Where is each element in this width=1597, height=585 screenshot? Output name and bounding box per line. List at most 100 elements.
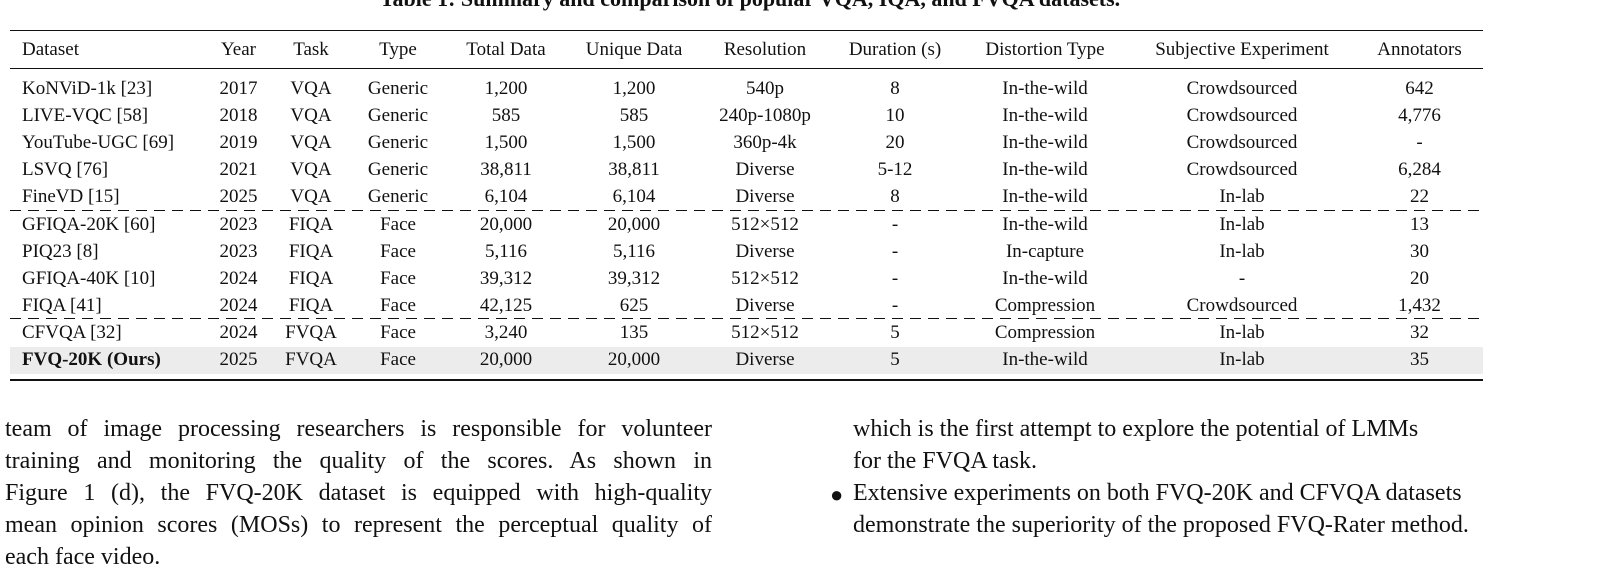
table-cell: 642 (1405, 77, 1434, 99)
table-cell: 512×512 (731, 322, 799, 344)
header-cell: Unique Data (585, 38, 683, 60)
table-cell: 2019 (219, 131, 258, 153)
table-row: LIVE-VQC [58] 2018 VQA Generic 585 585 240p-10… (10, 102, 1483, 129)
table-cell: 20,000 (607, 349, 661, 371)
table-cell: 20 (1410, 267, 1429, 289)
table-cell: 5,116 (612, 240, 656, 262)
table-cell: 2023 (219, 213, 258, 235)
table-cell: 1,500 (612, 131, 656, 153)
table-cell: Crowdsourced (1186, 159, 1298, 181)
table-cell: 3,240 (484, 322, 528, 344)
table-cell: 39,312 (479, 267, 533, 289)
table-cell: Face (380, 213, 416, 235)
table-cell: 2024 (219, 267, 258, 289)
table-cell: 8 (890, 186, 900, 208)
table-cell: Generic (367, 77, 429, 99)
table-cell: Generic (367, 131, 429, 153)
header-cell: Total Data (466, 38, 546, 60)
header-cell: Annotators (1377, 38, 1462, 60)
table-cell: In-capture (1005, 240, 1085, 262)
table-cell: 10 (885, 104, 905, 126)
table-cell: YouTube-UGC [69] (22, 131, 175, 153)
table-cell: Diverse (735, 295, 795, 317)
table-cell: 1,432 (1398, 295, 1441, 317)
table-row: KoNViD-1k [23] 2017 VQA Generic 1,200 1,200 54… (10, 75, 1483, 102)
table-cell: CFVQA [32] (22, 322, 122, 344)
table-cell: Crowdsourced (1186, 77, 1298, 99)
table-row: LSVQ [76] 2021 VQA Generic 38,811 38,811 Diver… (10, 157, 1483, 184)
text-line: training and monitoring the quality of t… (5, 448, 712, 474)
table-cell: FVQA (285, 322, 337, 344)
text-line: demonstrate the superiority of the propo… (853, 512, 1469, 538)
table-cell: Face (380, 349, 416, 371)
table-cell: VQA (290, 131, 332, 153)
table-cell: In-the-wild (1002, 186, 1088, 208)
table-cell: In-the-wild (1002, 267, 1088, 289)
table-cell: 2018 (219, 104, 258, 126)
table-cell: Diverse (735, 349, 795, 371)
table-cell: In-lab (1219, 322, 1265, 344)
header-row: Dataset Year Task Type Total Data Unique Data… (10, 31, 1483, 69)
table-cell: 5 (890, 349, 900, 371)
table-cell: 4,776 (1398, 104, 1441, 126)
table-row: FineVD [15] 2025 VQA Generic 6,104 6,104 Diver… (10, 183, 1483, 211)
table-caption: Table 1: Summary and comparison of popul… (0, 0, 1500, 12)
table-cell: 360p-4k (733, 131, 797, 153)
table-cell: In-lab (1219, 186, 1265, 208)
table-cell: - (891, 240, 899, 262)
table-cell: Generic (367, 159, 429, 181)
table-cell: FIQA [41] (22, 295, 102, 317)
table-cell: Diverse (735, 159, 795, 181)
table-cell: 38,811 (608, 159, 660, 181)
table-row: GFIQA-40K [10] 2024 FIQA Face 39,312 39,312 51… (10, 265, 1483, 292)
table-row: GFIQA-20K [60] 2023 FIQA Face 20,000 20,000 51… (10, 211, 1483, 238)
table-cell: GFIQA-20K [60] (22, 213, 156, 235)
header-cell: Distortion Type (985, 38, 1105, 60)
table-cell: 35 (1410, 349, 1429, 371)
table-cell: In-the-wild (1002, 159, 1088, 181)
table-cell: Face (380, 267, 416, 289)
table-cell: 2024 (219, 295, 258, 317)
text-line: Extensive experiments on both FVQ-20K an… (853, 480, 1462, 506)
table-cell: Crowdsourced (1186, 131, 1298, 153)
table-cell: 20,000 (479, 349, 533, 371)
table-cell: 540p (746, 77, 784, 99)
table-cell: 30 (1410, 240, 1429, 262)
text-line: Figure 1 (d), the FVQ-20K dataset is equ… (5, 480, 712, 506)
table-cell: FineVD [15] (22, 186, 120, 208)
table-cell: 5 (890, 322, 900, 344)
table-cell: 1,200 (612, 77, 656, 99)
table-cell: FIQA (288, 267, 334, 289)
table-cell: Face (380, 240, 416, 262)
header-cell: Year (220, 38, 256, 60)
table-cell: FIQA (288, 295, 334, 317)
table-cell: Diverse (735, 186, 795, 208)
table-cell: 39,312 (607, 267, 661, 289)
table-cell: VQA (290, 77, 332, 99)
text-line: each face video. (5, 544, 161, 570)
table-cell: 22 (1410, 186, 1429, 208)
table-cell: KoNViD-1k [23] (22, 77, 153, 99)
header-cell: Type (379, 38, 417, 60)
table-row: YouTube-UGC [69] 2019 VQA Generic 1,500 1,500… (10, 129, 1483, 156)
table-cell: VQA (290, 186, 332, 208)
table-cell: - (1238, 267, 1246, 289)
table-cell: 20,000 (479, 213, 533, 235)
bullet: ● (830, 482, 844, 507)
table-cell: 512×512 (731, 213, 799, 235)
table-cell: FIQA (288, 213, 334, 235)
text-line: for the FVQA task. (853, 448, 1037, 474)
table-tail (10, 374, 1483, 379)
table-cell: 585 (619, 104, 649, 126)
table-cell: 2025 (219, 186, 258, 208)
table-cell: 8 (890, 77, 900, 99)
table-cell: 42,125 (479, 295, 533, 317)
header-cell: Task (293, 38, 329, 60)
table-cell: 20 (885, 131, 905, 153)
table-cell: Generic (367, 104, 429, 126)
table-cell: - (891, 213, 899, 235)
table-cell: Face (380, 295, 416, 317)
table-cell: Compression (994, 322, 1096, 344)
table-cell: PIQ23 [8] (22, 240, 99, 262)
table-cell: Diverse (735, 240, 795, 262)
